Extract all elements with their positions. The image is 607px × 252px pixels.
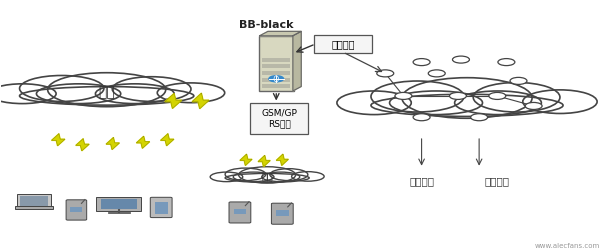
FancyBboxPatch shape — [276, 210, 289, 216]
FancyBboxPatch shape — [229, 202, 251, 223]
Polygon shape — [258, 155, 270, 167]
Circle shape — [269, 76, 283, 82]
Circle shape — [510, 77, 527, 84]
FancyBboxPatch shape — [234, 209, 246, 214]
Text: 网络: 网络 — [98, 85, 115, 99]
Ellipse shape — [262, 172, 300, 182]
FancyBboxPatch shape — [314, 35, 372, 53]
Ellipse shape — [233, 172, 274, 182]
Ellipse shape — [112, 77, 191, 102]
Ellipse shape — [19, 76, 104, 102]
Polygon shape — [240, 154, 252, 166]
Polygon shape — [76, 139, 89, 151]
Ellipse shape — [455, 91, 541, 115]
Ellipse shape — [210, 172, 243, 182]
FancyBboxPatch shape — [97, 197, 141, 210]
Circle shape — [452, 56, 469, 63]
Ellipse shape — [291, 172, 324, 181]
FancyBboxPatch shape — [66, 200, 87, 220]
FancyBboxPatch shape — [262, 84, 290, 88]
Polygon shape — [165, 93, 181, 108]
Ellipse shape — [337, 91, 412, 115]
Circle shape — [395, 92, 412, 100]
FancyBboxPatch shape — [151, 197, 172, 217]
FancyBboxPatch shape — [262, 65, 290, 68]
Ellipse shape — [390, 91, 483, 115]
Polygon shape — [161, 134, 174, 146]
Circle shape — [377, 70, 394, 77]
Text: 汇聚节点: 汇聚节点 — [331, 39, 354, 49]
FancyBboxPatch shape — [20, 196, 48, 206]
Circle shape — [429, 70, 445, 77]
FancyBboxPatch shape — [271, 203, 293, 224]
FancyBboxPatch shape — [15, 206, 53, 209]
Ellipse shape — [270, 169, 308, 181]
Text: 监测区域: 监测区域 — [409, 176, 434, 186]
FancyBboxPatch shape — [262, 78, 290, 82]
Ellipse shape — [371, 94, 563, 116]
Polygon shape — [293, 31, 301, 91]
FancyBboxPatch shape — [262, 58, 290, 62]
Text: BB-black: BB-black — [239, 19, 294, 29]
Circle shape — [470, 114, 487, 121]
Ellipse shape — [523, 90, 597, 113]
FancyBboxPatch shape — [17, 194, 51, 207]
Text: GSM/GP
RS模块: GSM/GP RS模块 — [262, 109, 297, 128]
Polygon shape — [52, 134, 65, 146]
FancyBboxPatch shape — [262, 71, 290, 75]
Ellipse shape — [95, 84, 174, 104]
Ellipse shape — [0, 84, 56, 104]
Polygon shape — [192, 93, 209, 109]
FancyBboxPatch shape — [250, 103, 308, 134]
Ellipse shape — [157, 83, 225, 103]
FancyBboxPatch shape — [70, 207, 83, 212]
Text: 网络: 网络 — [261, 171, 273, 181]
Text: 传感节点: 传感节点 — [485, 176, 510, 186]
FancyBboxPatch shape — [259, 36, 294, 91]
FancyBboxPatch shape — [155, 202, 168, 214]
FancyBboxPatch shape — [108, 212, 130, 213]
Ellipse shape — [473, 82, 560, 112]
Circle shape — [413, 58, 430, 66]
Polygon shape — [106, 138, 120, 149]
Circle shape — [449, 92, 466, 100]
Ellipse shape — [225, 168, 266, 181]
Ellipse shape — [402, 78, 532, 118]
Circle shape — [413, 114, 430, 121]
Ellipse shape — [36, 84, 121, 104]
Ellipse shape — [239, 167, 296, 183]
FancyBboxPatch shape — [101, 199, 137, 209]
Ellipse shape — [371, 81, 464, 112]
Circle shape — [525, 103, 542, 109]
Text: www.alecfans.com: www.alecfans.com — [535, 243, 600, 249]
Ellipse shape — [19, 87, 194, 105]
Circle shape — [498, 58, 515, 66]
Ellipse shape — [48, 73, 166, 107]
Polygon shape — [276, 154, 288, 166]
Circle shape — [489, 92, 506, 100]
Polygon shape — [137, 136, 150, 148]
Polygon shape — [260, 31, 301, 36]
Ellipse shape — [225, 173, 309, 182]
